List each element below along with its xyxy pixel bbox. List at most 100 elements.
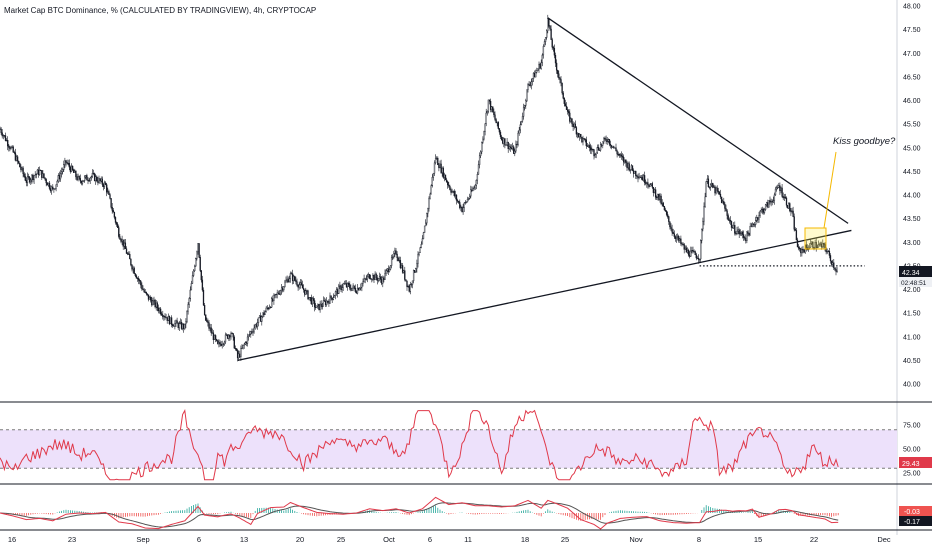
- candle-body: [502, 139, 504, 144]
- candle-body: [228, 334, 230, 339]
- candle-body: [370, 278, 372, 280]
- candle-body: [349, 284, 351, 289]
- candle-body: [423, 225, 426, 233]
- candle-body: [97, 180, 99, 183]
- candle-body: [183, 324, 185, 329]
- candle-body: [550, 28, 552, 40]
- candle-body: [289, 273, 292, 279]
- candle-body: [167, 316, 169, 321]
- candle-body: [284, 281, 286, 287]
- countdown-value: 02:48:51: [901, 280, 927, 287]
- candle-body: [728, 219, 730, 221]
- candle-body: [629, 169, 631, 171]
- candle-body: [756, 217, 758, 221]
- candle-body: [440, 163, 442, 173]
- candle-body: [654, 189, 657, 198]
- candle-body: [330, 295, 332, 299]
- candle-body: [529, 84, 531, 86]
- candle-body: [817, 244, 820, 248]
- price-axis[interactable]: 48.00 47.50 47.00 46.50 46.00 45.50 45.00 44.50…: [903, 4, 921, 389]
- candle-body: [462, 207, 464, 213]
- candle-body: [538, 63, 540, 70]
- candle-body: [153, 299, 155, 302]
- candle-body: [441, 167, 443, 173]
- candle-body: [549, 25, 551, 30]
- candle-body: [410, 284, 413, 286]
- candle-body: [717, 190, 719, 192]
- candle-body: [824, 244, 826, 248]
- candle-body: [711, 183, 713, 185]
- candle-body: [755, 220, 757, 225]
- candle-body: [266, 307, 268, 309]
- candle-body: [482, 138, 484, 143]
- candle-body: [531, 78, 534, 82]
- candle-body: [541, 54, 543, 64]
- candle-body: [528, 84, 530, 86]
- candle-body: [376, 277, 378, 281]
- candle-body: [247, 334, 250, 338]
- candle-body: [329, 295, 331, 304]
- candle-body: [443, 174, 446, 178]
- candle-body: [190, 283, 193, 291]
- candle-body: [686, 250, 689, 253]
- candle-body: [77, 175, 79, 180]
- candle-body: [51, 186, 53, 192]
- chart-title: Market Cap BTC Dominance, % (CALCULATED …: [4, 6, 316, 15]
- candle-body: [764, 204, 767, 210]
- candle-body: [794, 228, 796, 231]
- candle-body: [478, 155, 481, 165]
- candle-body: [836, 270, 838, 272]
- candle-body: [273, 295, 275, 301]
- candle-body: [593, 149, 595, 157]
- candle-body: [830, 260, 833, 265]
- candle-body: [568, 111, 570, 114]
- price-tick-label: 46.00: [903, 98, 921, 105]
- candle-body: [472, 188, 474, 191]
- last-price-badge: [899, 266, 932, 277]
- candle-body: [775, 187, 778, 190]
- time-axis[interactable]: 16 23 Sep 6 13 20 25 Oct 6 11 18 25 Nov 8 15 22 Dec: [8, 535, 891, 544]
- annotation-highlight-box: [804, 227, 827, 250]
- candle-body: [300, 282, 303, 286]
- candle-body: [616, 150, 618, 155]
- candle-body: [310, 297, 312, 305]
- candle-body: [815, 242, 817, 249]
- candle-body: [78, 175, 80, 179]
- price-tick-label: 47.50: [903, 27, 921, 34]
- candle-body: [785, 197, 788, 206]
- candle-body: [827, 251, 829, 253]
- candle-body: [229, 334, 231, 338]
- candle-body: [829, 255, 832, 262]
- last-price-value: 42.34: [902, 270, 920, 277]
- candle-body: [309, 297, 311, 299]
- candle-body: [19, 162, 21, 168]
- candle-body: [395, 250, 397, 255]
- candle-body: [579, 133, 581, 138]
- candle-body: [714, 186, 716, 194]
- candle-body: [207, 321, 209, 323]
- candle-body: [53, 188, 55, 190]
- candle-body: [195, 258, 197, 267]
- candle-body: [323, 300, 326, 302]
- candle-body: [647, 182, 649, 186]
- candle-body: [82, 180, 85, 182]
- candle-body: [129, 254, 131, 260]
- candle-body: [135, 275, 138, 279]
- candle-body: [328, 301, 330, 304]
- candle-body: [608, 139, 611, 145]
- candle-body: [15, 156, 18, 161]
- candle-body: [707, 178, 710, 188]
- macd-line: [0, 496, 839, 530]
- rsi-axis[interactable]: 75.00 50.00 25.00: [903, 423, 921, 478]
- candle-body: [163, 316, 165, 318]
- candle-body: [760, 209, 762, 212]
- candle-body: [574, 123, 576, 128]
- candle-body: [726, 210, 728, 216]
- candle-body: [487, 99, 490, 112]
- candle-body: [99, 178, 101, 182]
- candle-body: [758, 215, 760, 220]
- candle-body: [640, 177, 642, 179]
- lower-trendline: [237, 229, 852, 362]
- candle-body: [492, 106, 494, 113]
